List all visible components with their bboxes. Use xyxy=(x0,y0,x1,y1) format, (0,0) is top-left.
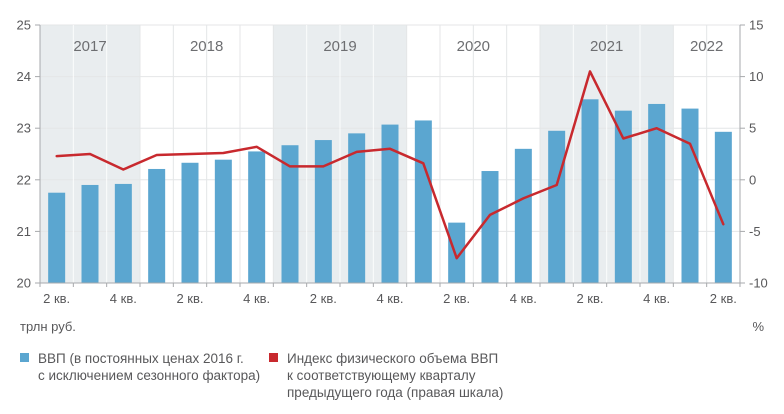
year-label: 2020 xyxy=(457,38,490,55)
gdp-bar xyxy=(381,124,399,283)
x-axis-tick-label: 4 кв. xyxy=(643,291,670,306)
x-axis-tick-label: 4 кв. xyxy=(243,291,270,306)
left-axis-tick-label: 25 xyxy=(17,18,31,33)
gdp-bar xyxy=(614,110,632,283)
year-label: 2022 xyxy=(690,38,723,55)
gdp-bar xyxy=(248,151,266,283)
right-axis-tick-label: -10 xyxy=(749,276,768,291)
right-axis-tick-label: -5 xyxy=(749,224,761,239)
index-line xyxy=(55,70,725,260)
legend-item-index-label: Индекс физического объема ВВП к соответс… xyxy=(287,351,504,400)
right-axis-tick-label: 5 xyxy=(749,121,756,136)
gdp-bar xyxy=(81,184,99,283)
gdp-series-swatch-icon xyxy=(20,353,29,362)
left-axis-tick-label: 21 xyxy=(17,224,31,239)
left-axis-tick-label: 24 xyxy=(17,69,31,84)
gdp-bar xyxy=(314,140,332,283)
gdp-bar xyxy=(414,120,432,284)
x-axis-tick-label: 4 кв. xyxy=(376,291,403,306)
right-axis-tick-label: 15 xyxy=(749,18,763,33)
gdp-bar xyxy=(348,133,366,283)
legend-item-index: Индекс физического объема ВВП к соответс… xyxy=(269,350,503,401)
year-label: 2017 xyxy=(73,38,106,55)
gdp-chart: 2017 2018 2019 2020 2021 2022202122232425-10-… xyxy=(17,18,768,307)
x-axis-tick-label: 2 кв. xyxy=(43,291,70,306)
gdp-bar xyxy=(481,171,499,283)
year-label: 2021 xyxy=(590,38,623,55)
year-label: 2019 xyxy=(323,38,356,55)
year-label: 2018 xyxy=(190,38,223,55)
gdp-bar xyxy=(581,99,599,283)
index-series-swatch-icon xyxy=(269,353,278,362)
x-axis-tick-label: 2 кв. xyxy=(443,291,470,306)
x-axis-tick-label: 2 кв. xyxy=(310,291,337,306)
gdp-bar xyxy=(114,183,132,283)
legend-item-gdp-label: ВВП (в постоянных ценах 2016 г. с исключ… xyxy=(38,351,261,383)
gdp-bar xyxy=(48,192,66,283)
gdp-bar xyxy=(281,145,299,283)
gdp-bar xyxy=(448,222,466,283)
x-axis-tick-label: 2 кв. xyxy=(710,291,737,306)
left-axis-unit: трлн руб. xyxy=(20,319,76,334)
x-axis-tick-label: 2 кв. xyxy=(576,291,603,306)
x-axis-tick-label: 4 кв. xyxy=(110,291,137,306)
x-axis-tick-label: 4 кв. xyxy=(510,291,537,306)
legend-item-gdp: ВВП (в постоянных ценах 2016 г. с исключ… xyxy=(20,350,260,384)
gdp-bar xyxy=(214,159,232,283)
gdp-bar xyxy=(548,130,566,283)
gdp-bar xyxy=(148,168,166,283)
left-axis-tick-label: 23 xyxy=(17,121,31,136)
gdp-bar xyxy=(514,148,532,283)
right-axis-unit: % xyxy=(752,319,764,334)
left-axis-tick-label: 20 xyxy=(17,276,31,291)
gdp-bar xyxy=(681,108,699,283)
right-axis-tick-label: 10 xyxy=(749,69,763,84)
gdp-bar xyxy=(181,162,199,283)
right-axis-tick-label: 0 xyxy=(749,172,756,187)
left-axis-tick-label: 22 xyxy=(17,172,31,187)
gdp-bar xyxy=(648,103,666,283)
x-axis-tick-label: 2 кв. xyxy=(176,291,203,306)
gdp-bar xyxy=(714,131,732,283)
